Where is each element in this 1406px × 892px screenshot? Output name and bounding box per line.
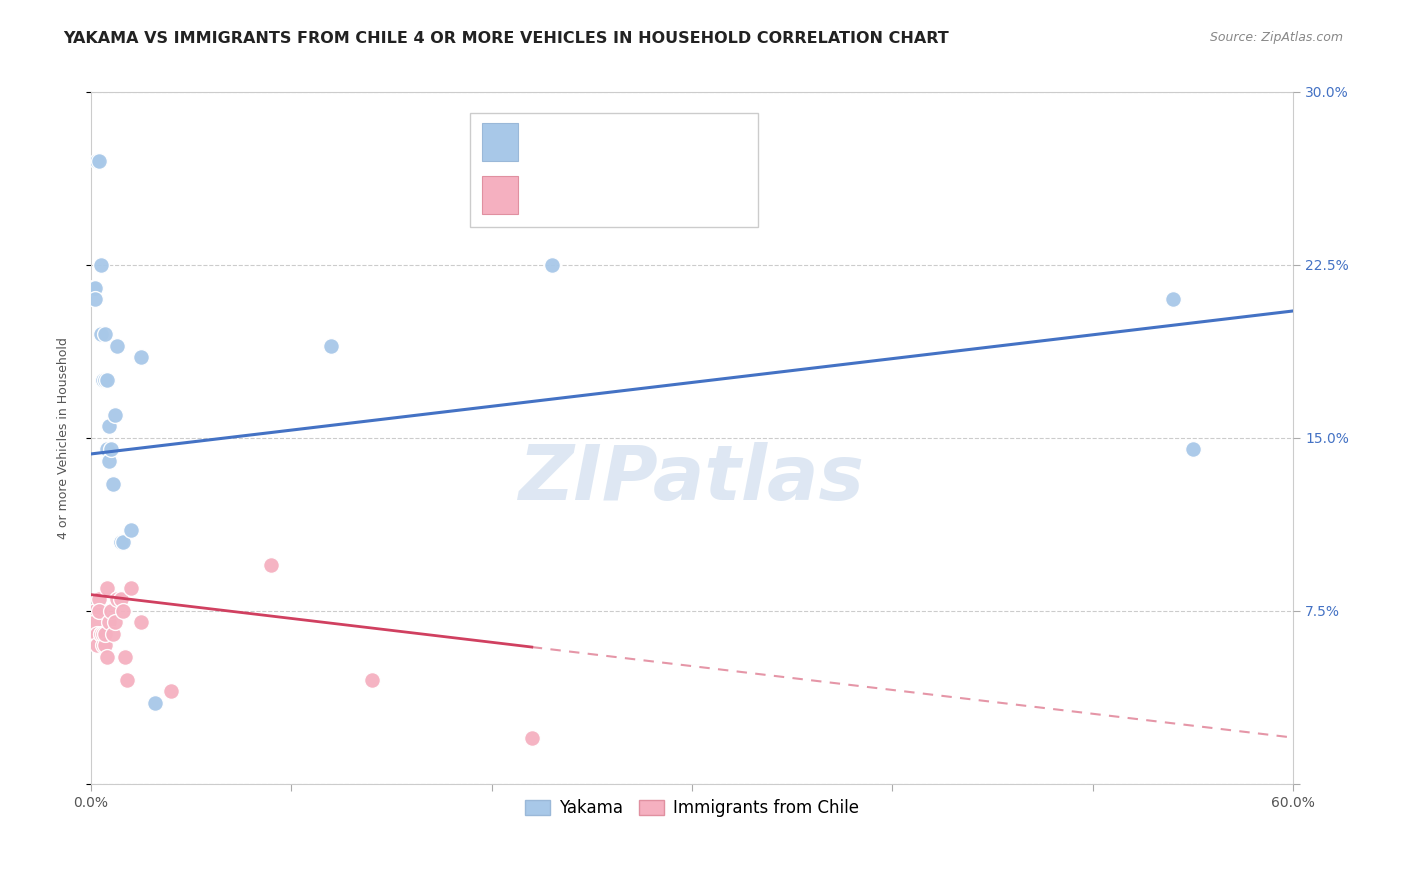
Point bbox=[94, 326, 117, 341]
Point bbox=[160, 684, 183, 698]
Point bbox=[87, 154, 110, 169]
Point bbox=[87, 604, 110, 618]
Text: R =: R = bbox=[527, 184, 569, 203]
Text: 0.188: 0.188 bbox=[568, 128, 637, 148]
Point bbox=[84, 293, 107, 307]
Point bbox=[100, 442, 122, 457]
Point bbox=[112, 534, 135, 549]
Point bbox=[98, 615, 121, 630]
Point bbox=[90, 627, 112, 641]
Text: 27: 27 bbox=[696, 128, 723, 148]
FancyBboxPatch shape bbox=[482, 177, 517, 214]
Point bbox=[84, 281, 107, 295]
Point bbox=[98, 419, 121, 434]
Point bbox=[84, 615, 107, 630]
Point bbox=[100, 604, 122, 618]
Point bbox=[101, 477, 124, 491]
Text: 27: 27 bbox=[696, 184, 723, 203]
Point bbox=[120, 581, 142, 595]
Point bbox=[120, 523, 142, 537]
Text: -0.157: -0.157 bbox=[568, 184, 638, 203]
Point bbox=[360, 673, 382, 687]
Point bbox=[540, 258, 562, 272]
Point bbox=[105, 592, 128, 607]
Point bbox=[90, 627, 112, 641]
Point bbox=[96, 649, 118, 664]
Point bbox=[94, 638, 117, 652]
Point bbox=[520, 731, 543, 745]
Point bbox=[1161, 293, 1184, 307]
Point bbox=[101, 627, 124, 641]
Text: Source: ZipAtlas.com: Source: ZipAtlas.com bbox=[1209, 31, 1343, 45]
Point bbox=[86, 638, 108, 652]
Text: N =: N = bbox=[648, 128, 703, 148]
Point bbox=[96, 581, 118, 595]
Text: N =: N = bbox=[648, 184, 703, 203]
Point bbox=[96, 373, 118, 387]
Point bbox=[104, 408, 127, 422]
Point bbox=[84, 604, 107, 618]
Point bbox=[143, 696, 166, 710]
Point bbox=[1181, 442, 1204, 457]
FancyBboxPatch shape bbox=[482, 123, 517, 161]
FancyBboxPatch shape bbox=[470, 112, 758, 227]
Point bbox=[94, 627, 117, 641]
Point bbox=[115, 673, 138, 687]
Point bbox=[104, 615, 127, 630]
Point bbox=[321, 338, 343, 352]
Point bbox=[86, 627, 108, 641]
Point bbox=[260, 558, 283, 572]
Point bbox=[91, 627, 114, 641]
Point bbox=[96, 442, 118, 457]
Y-axis label: 4 or more Vehicles in Household: 4 or more Vehicles in Household bbox=[58, 337, 70, 539]
Text: YAKAMA VS IMMIGRANTS FROM CHILE 4 OR MORE VEHICLES IN HOUSEHOLD CORRELATION CHAR: YAKAMA VS IMMIGRANTS FROM CHILE 4 OR MOR… bbox=[63, 31, 949, 46]
Text: R =: R = bbox=[527, 128, 569, 148]
Point bbox=[129, 615, 152, 630]
Text: ZIPatlas: ZIPatlas bbox=[519, 442, 865, 516]
Point bbox=[82, 627, 104, 641]
Point bbox=[110, 592, 132, 607]
Point bbox=[91, 638, 114, 652]
Legend: Yakama, Immigrants from Chile: Yakama, Immigrants from Chile bbox=[519, 792, 866, 824]
Point bbox=[114, 649, 136, 664]
Point bbox=[90, 326, 112, 341]
Point bbox=[110, 534, 132, 549]
Point bbox=[94, 373, 117, 387]
Point bbox=[86, 154, 108, 169]
Point bbox=[90, 258, 112, 272]
Point bbox=[112, 604, 135, 618]
Point bbox=[98, 454, 121, 468]
Point bbox=[91, 373, 114, 387]
Point bbox=[87, 592, 110, 607]
Point bbox=[105, 338, 128, 352]
Point bbox=[129, 350, 152, 364]
Point bbox=[82, 281, 104, 295]
